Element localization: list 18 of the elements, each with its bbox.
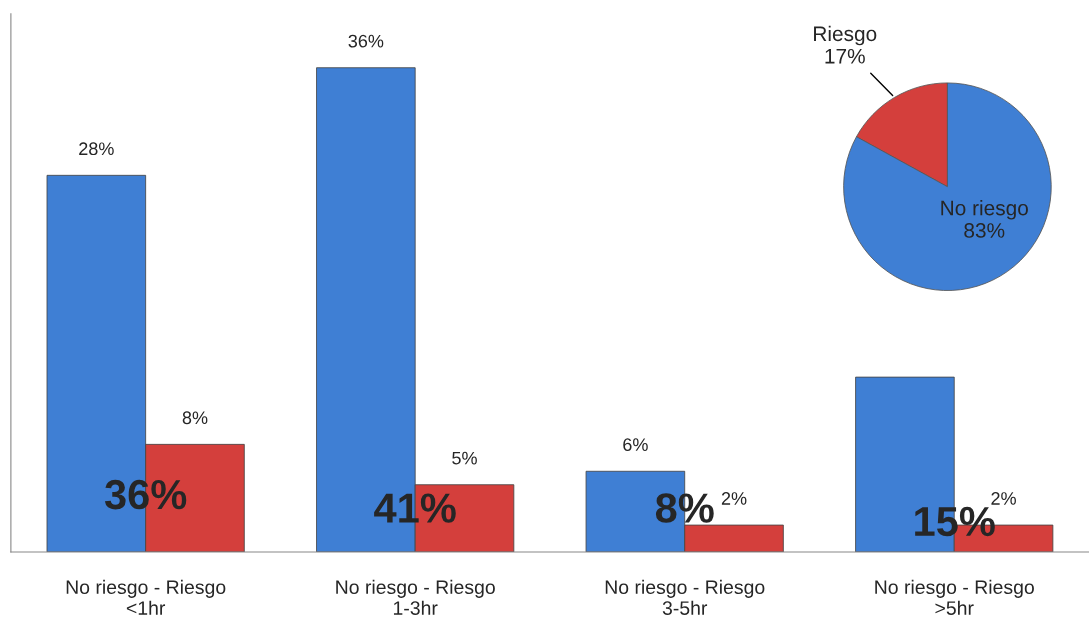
data-label: 2% xyxy=(721,492,747,505)
data-label: 8% xyxy=(182,411,208,425)
annotation: 41% xyxy=(374,493,456,523)
slice-label: Riesgo xyxy=(814,25,877,46)
x-tick-label: No riesgo - Riesgo 1-3hr xyxy=(336,579,495,615)
data-label: 2% xyxy=(991,492,1016,505)
x-tick-label: No riesgo - Riesgo >5hr xyxy=(875,579,1034,615)
data-label: 28% xyxy=(79,142,114,156)
x-tick-label: No riesgo - Riesgo <1hr xyxy=(66,579,226,615)
data-label: 6% xyxy=(623,438,648,452)
annotation: 36% xyxy=(104,479,187,510)
slice-label: No riesgo xyxy=(941,200,1028,220)
pie-slice xyxy=(843,82,1052,291)
x-tick-label: No riesgo - Riesgo 3-5hr xyxy=(605,579,765,615)
data-label: 83% xyxy=(964,223,1005,238)
data-label: 5% xyxy=(452,451,477,465)
data-label: 17% xyxy=(825,48,865,64)
data-label: 36% xyxy=(348,34,384,48)
